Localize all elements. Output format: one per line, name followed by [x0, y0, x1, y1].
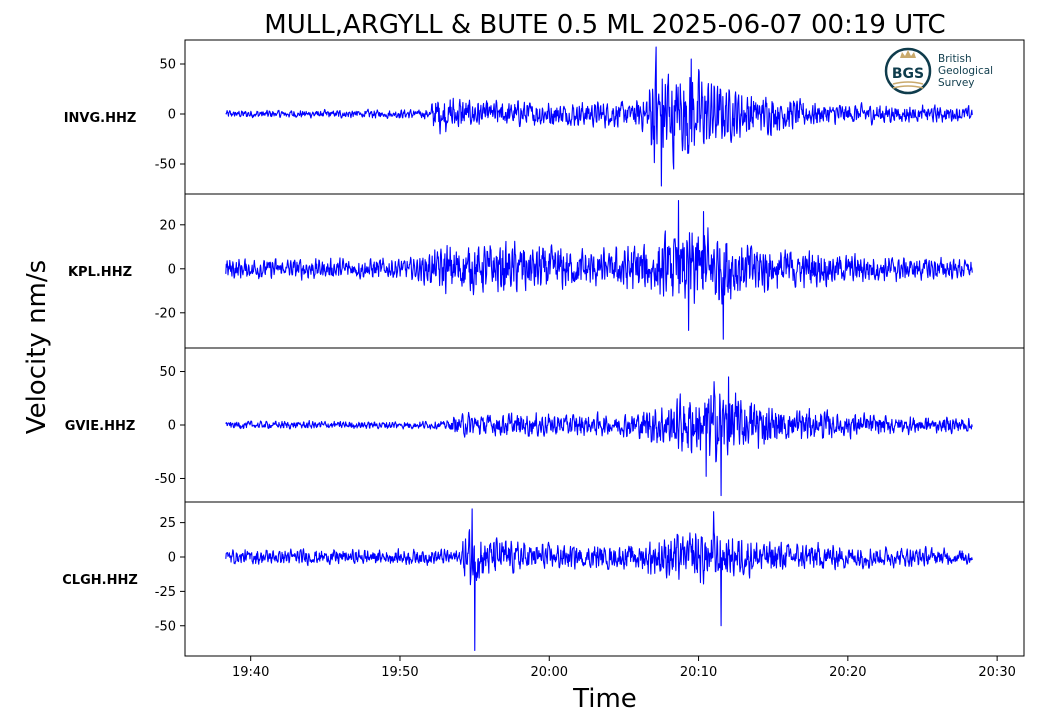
- crown-icon: [900, 50, 916, 58]
- logo-badge-text: BGS: [892, 66, 924, 82]
- panel-gvie-hhz: 50 0 -50 GVIE.HHZ: [65, 347, 1025, 503]
- station-label: GVIE.HHZ: [65, 419, 136, 434]
- waveform-line: [225, 200, 973, 340]
- logo-name-line: British: [938, 53, 972, 65]
- waveform-line: [225, 46, 973, 187]
- y-tick-label: 0: [168, 551, 176, 566]
- panel-clgh-hhz: 25 0 -25 -50 CLGH.HHZ: [62, 501, 1025, 657]
- x-tick-label: 20:10: [680, 665, 717, 680]
- x-tick-label: 20:20: [829, 665, 866, 680]
- y-tick-label: -50: [155, 619, 176, 634]
- x-ticks-layer: 19:40 19:50 20:00 20:10 20:20 20:30: [232, 656, 1016, 680]
- y-tick-label: -20: [155, 306, 176, 321]
- x-tick-label: 20:00: [531, 665, 568, 680]
- x-tick-label: 19:50: [381, 665, 418, 680]
- logo-name-line: Survey: [938, 77, 975, 89]
- y-tick-label: 0: [168, 262, 176, 277]
- panel-invg-hhz: 50 0 -50 INVG.HHZ: [64, 39, 1025, 195]
- y-tick-label: 25: [159, 516, 176, 531]
- logo-wave-line: [892, 85, 924, 89]
- station-label: KPL.HHZ: [68, 265, 132, 280]
- logo-name-line: Geological: [938, 65, 993, 77]
- station-label: INVG.HHZ: [64, 111, 137, 126]
- y-tick-label: -50: [155, 158, 176, 173]
- waveform-line: [225, 376, 973, 497]
- x-axis-label: Time: [572, 684, 637, 714]
- panel-frame: [184, 501, 1025, 657]
- y-tick-label: -50: [155, 472, 176, 487]
- panel-kpl-hhz: 20 0 -20 KPL.HHZ: [68, 193, 1025, 349]
- panels-layer: 50 0 -50 INVG.HHZ 20 0 -20 KPL.HHZ 50 0 -50 GVIE.HH…: [62, 39, 1025, 657]
- chart-title: MULL,ARGYLL & BUTE 0.5 ML 2025-06-07 00:…: [264, 10, 945, 40]
- y-tick-label: -25: [155, 585, 176, 600]
- y-axis-label: Velocity nm/s: [22, 260, 52, 434]
- y-tick-label: 50: [159, 365, 176, 380]
- y-tick-label: 0: [168, 419, 176, 434]
- y-tick-label: 0: [168, 108, 176, 123]
- y-tick-label: 20: [159, 218, 176, 233]
- waveform-line: [225, 508, 973, 652]
- logo-ring: [884, 47, 932, 95]
- logo-wave-line: [892, 81, 924, 85]
- x-tick-label: 19:40: [232, 665, 269, 680]
- y-tick-label: 50: [159, 58, 176, 73]
- station-label: CLGH.HHZ: [62, 573, 138, 588]
- x-tick-label: 20:30: [978, 665, 1015, 680]
